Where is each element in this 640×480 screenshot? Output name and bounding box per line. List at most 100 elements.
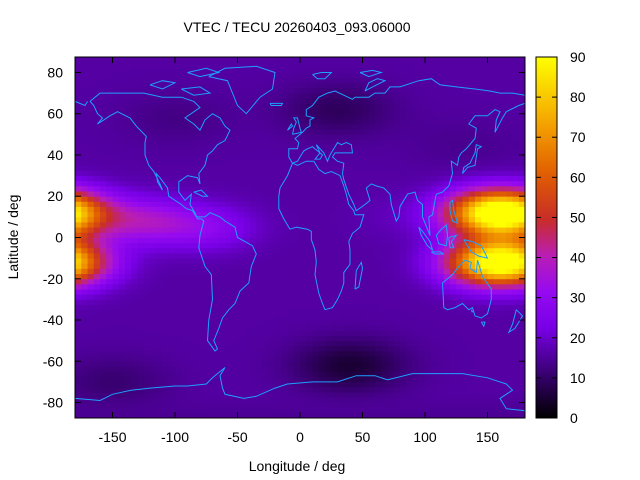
heatmap-cell — [212, 160, 220, 166]
heatmap-cell — [400, 103, 407, 109]
heatmap-cell — [150, 206, 157, 213]
heatmap-cell — [325, 304, 332, 311]
heatmap-cell — [81, 325, 88, 331]
heatmap-cell — [281, 134, 288, 140]
heatmap-cell — [287, 170, 295, 177]
heatmap-cell — [381, 242, 388, 249]
heatmap-cell — [293, 392, 301, 398]
heatmap-cell — [243, 273, 251, 280]
heatmap-cell — [487, 175, 495, 182]
heatmap-cell — [468, 366, 476, 372]
heatmap-cell — [231, 154, 238, 161]
heatmap-cell — [168, 268, 176, 274]
heatmap-cell — [112, 314, 120, 321]
heatmap-cell — [475, 93, 482, 99]
heatmap-cell — [93, 175, 101, 182]
heatmap-cell — [412, 330, 420, 336]
heatmap-cell — [375, 356, 382, 362]
heatmap-cell — [375, 175, 382, 182]
heatmap-cell — [443, 139, 451, 146]
heatmap-cell — [293, 191, 301, 197]
heatmap-cell — [456, 77, 463, 84]
heatmap-cell — [481, 93, 488, 99]
heatmap-cell — [168, 129, 176, 135]
heatmap-cell — [206, 227, 213, 233]
heatmap-cell — [475, 392, 482, 398]
heatmap-cell — [318, 118, 326, 125]
heatmap-cell — [312, 206, 320, 213]
heatmap-cell — [500, 87, 507, 94]
heatmap-cell — [506, 350, 513, 357]
heatmap-cell — [131, 350, 138, 357]
heatmap-cell — [475, 273, 482, 280]
heatmap-cell — [181, 345, 188, 352]
heatmap-cell — [293, 175, 301, 182]
heatmap-cell — [137, 57, 145, 63]
heatmap-cell — [450, 237, 457, 244]
heatmap-cell — [93, 252, 101, 259]
heatmap-cell — [262, 175, 270, 182]
heatmap-cell — [318, 402, 326, 409]
heatmap-cell — [412, 350, 420, 357]
heatmap-cell — [262, 144, 270, 151]
heatmap-cell — [250, 412, 257, 419]
heatmap-cell — [250, 206, 257, 213]
heatmap-cell — [456, 402, 463, 409]
heatmap-cell — [193, 134, 201, 140]
heatmap-cell — [156, 345, 163, 352]
heatmap-cell — [81, 335, 88, 342]
heatmap-cell — [137, 98, 145, 104]
heatmap-cell — [75, 113, 82, 120]
heatmap-cell — [306, 211, 313, 218]
heatmap-cell — [250, 113, 257, 120]
heatmap-cell — [412, 227, 420, 233]
heatmap-cell — [118, 211, 126, 218]
heatmap-cell — [506, 118, 513, 125]
heatmap-cell — [162, 402, 170, 409]
heatmap-cell — [250, 185, 257, 192]
heatmap-cell — [387, 381, 395, 388]
heatmap-cell — [456, 118, 463, 125]
heatmap-cell — [293, 407, 301, 414]
heatmap-cell — [493, 139, 501, 146]
heatmap-cell — [406, 268, 413, 274]
heatmap-cell — [187, 247, 195, 254]
heatmap-cell — [418, 247, 426, 254]
heatmap-cell — [500, 72, 507, 79]
heatmap-cell — [368, 330, 376, 336]
heatmap-cell — [118, 165, 126, 171]
heatmap-cell — [175, 273, 182, 280]
heatmap-cell — [168, 149, 176, 156]
heatmap-cell — [193, 185, 201, 192]
heatmap-cell — [293, 57, 301, 63]
heatmap-cell — [231, 201, 238, 207]
heatmap-cell — [168, 283, 176, 290]
heatmap-cell — [487, 314, 495, 321]
heatmap-cell — [493, 242, 501, 249]
heatmap-cell — [343, 397, 351, 403]
heatmap-cell — [168, 402, 176, 409]
heatmap-cell — [331, 289, 338, 295]
heatmap-cell — [462, 149, 470, 156]
heatmap-cell — [356, 180, 363, 187]
heatmap-cell — [106, 222, 113, 228]
heatmap-cell — [125, 335, 132, 342]
heatmap-cell — [181, 268, 188, 274]
heatmap-cell — [512, 376, 520, 383]
heatmap-cell — [387, 62, 395, 68]
heatmap-cell — [206, 57, 213, 63]
heatmap-cell — [368, 170, 376, 177]
heatmap-cell — [400, 376, 407, 383]
heatmap-cell — [300, 268, 307, 274]
heatmap-cell — [206, 330, 213, 336]
heatmap-cell — [331, 304, 338, 311]
heatmap-cell — [375, 366, 382, 372]
heatmap-cell — [281, 87, 288, 94]
heatmap-cell — [81, 129, 88, 135]
heatmap-cell — [168, 57, 176, 63]
heatmap-cell — [212, 113, 220, 120]
heatmap-cell — [287, 247, 295, 254]
heatmap-cell — [400, 314, 407, 321]
heatmap-cell — [100, 139, 107, 146]
heatmap-cell — [487, 139, 495, 146]
